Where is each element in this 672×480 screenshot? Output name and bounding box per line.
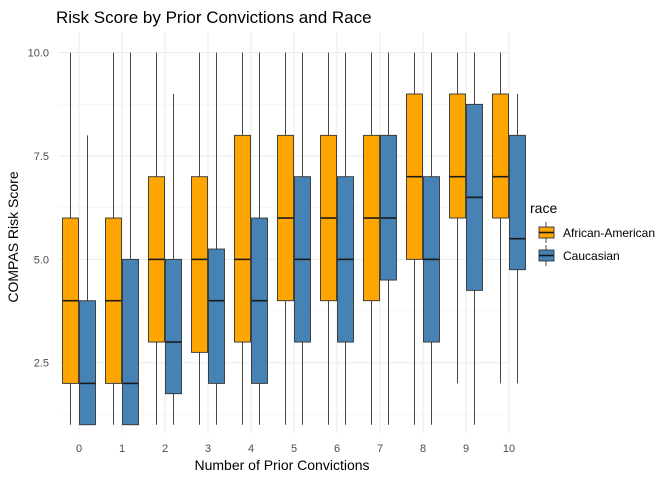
iqr-box [492,93,509,219]
x-tick-label: 6 [334,443,340,455]
x-tick-label: 9 [463,443,469,455]
x-tick-label: 8 [420,443,426,455]
iqr-box [449,93,466,219]
y-axis-ticks: 2.5 5.0 7.5 10.0 [28,48,49,370]
x-tick-label: 5 [291,443,297,455]
box-african-american-2 [148,52,165,425]
x-tick-label: 2 [162,443,168,455]
y-axis-title: COMPAS Risk Score [5,171,21,302]
x-axis-ticks: 0 1 2 3 4 5 6 7 8 9 10 [76,443,515,455]
iqr-box [380,134,397,281]
box-caucasian-3 [208,52,225,425]
x-tick-label: 7 [377,443,383,455]
x-axis-title: Number of Prior Convictions [194,457,369,473]
iqr-box [122,258,139,426]
iqr-box [234,134,251,343]
box-caucasian-5 [294,52,311,425]
legend: race African-American Caucasian [530,200,655,266]
iqr-box [208,248,225,384]
box-caucasian-6 [337,52,354,425]
box-caucasian-9 [466,52,483,425]
iqr-box [165,258,182,395]
box-african-american-0 [62,52,79,425]
legend-title: race [530,200,557,216]
box-african-american-4 [234,52,251,425]
chart-title: Risk Score by Prior Convictions and Race [56,8,372,27]
box-african-american-9 [449,52,466,384]
plot-area [62,52,526,426]
x-tick-label: 1 [119,443,125,455]
box-caucasian-8 [423,52,440,425]
x-tick-label: 4 [248,443,254,455]
box-african-american-8 [406,52,423,425]
y-tick-label: 7.5 [34,151,49,163]
box-caucasian-4 [251,52,268,425]
box-african-american-3 [191,52,208,425]
legend-label: Caucasian [563,249,620,263]
iqr-box [79,300,96,426]
y-tick-label: 10.0 [28,48,49,60]
iqr-box [191,176,208,353]
box-caucasian-7 [380,52,397,425]
box-african-american-10 [492,52,509,384]
y-tick-label: 5.0 [34,254,49,266]
box-caucasian-1 [122,52,139,426]
legend-key-african-american [538,222,555,243]
x-tick-label: 0 [76,443,82,455]
legend-label: African-American [563,226,655,240]
box-caucasian-2 [165,94,182,425]
x-tick-label: 3 [205,443,211,455]
y-tick-label: 2.5 [34,358,49,370]
legend-key-caucasian [538,245,555,266]
box-caucasian-10 [509,94,526,384]
box-african-american-7 [363,52,380,425]
box-african-american-1 [105,52,122,425]
iqr-box [509,134,526,271]
x-tick-label: 10 [503,443,515,455]
box-african-american-6 [320,52,337,425]
box-caucasian-0 [79,135,96,426]
box-african-american-5 [277,52,294,425]
